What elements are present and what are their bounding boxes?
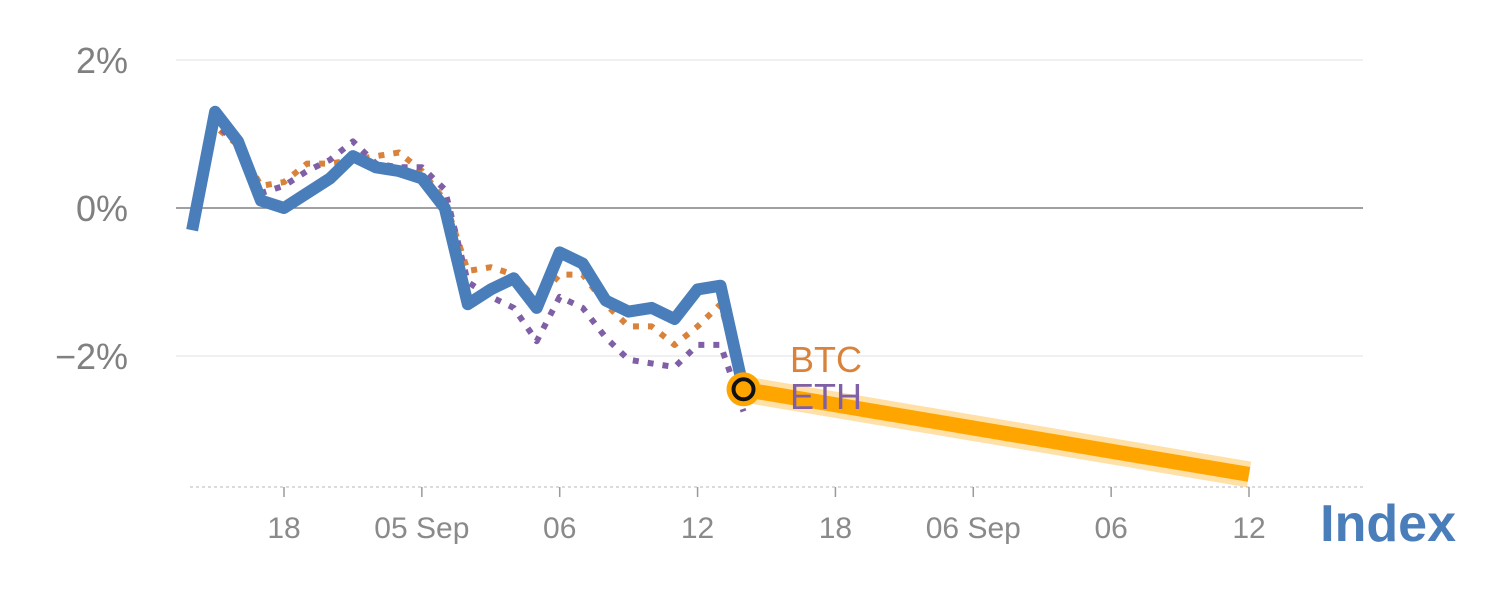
- x-tick-label: 18: [267, 512, 300, 545]
- index-series-line: [186, 105, 750, 391]
- x-tick-label: 06: [1094, 512, 1127, 545]
- btc-end-label: BTC: [790, 339, 862, 380]
- series-lines: [186, 105, 750, 413]
- gridlines: [176, 59, 1363, 357]
- x-tick-label: 05 Sep: [374, 512, 469, 545]
- y-tick-label: 0%: [76, 188, 128, 229]
- current-point-marker-outer: [726, 372, 761, 407]
- current-point-marker-ring: [731, 377, 756, 402]
- marker-layer: [726, 372, 761, 407]
- x-tick-label: 06 Sep: [926, 512, 1021, 545]
- x-tick-label: 06: [543, 512, 576, 545]
- x-axis: 18 05 Sep 06 12 18 06 Sep 06 12: [190, 486, 1363, 545]
- forecast-band: [741, 376, 1252, 488]
- btc-series-line: [189, 123, 747, 387]
- x-tick-label: 12: [681, 512, 714, 545]
- eth-series-line: [189, 119, 747, 413]
- y-tick-label: −2%: [55, 336, 128, 377]
- eth-end-label: ETH: [790, 376, 862, 417]
- y-tick-label: 2%: [76, 40, 128, 81]
- index-corner-label: Index: [1320, 495, 1456, 553]
- x-tick-label: 18: [819, 512, 852, 545]
- forecast-band-line: [742, 381, 1251, 482]
- x-tick-label: 12: [1232, 512, 1265, 545]
- y-axis: 2% 0% −2%: [55, 40, 128, 377]
